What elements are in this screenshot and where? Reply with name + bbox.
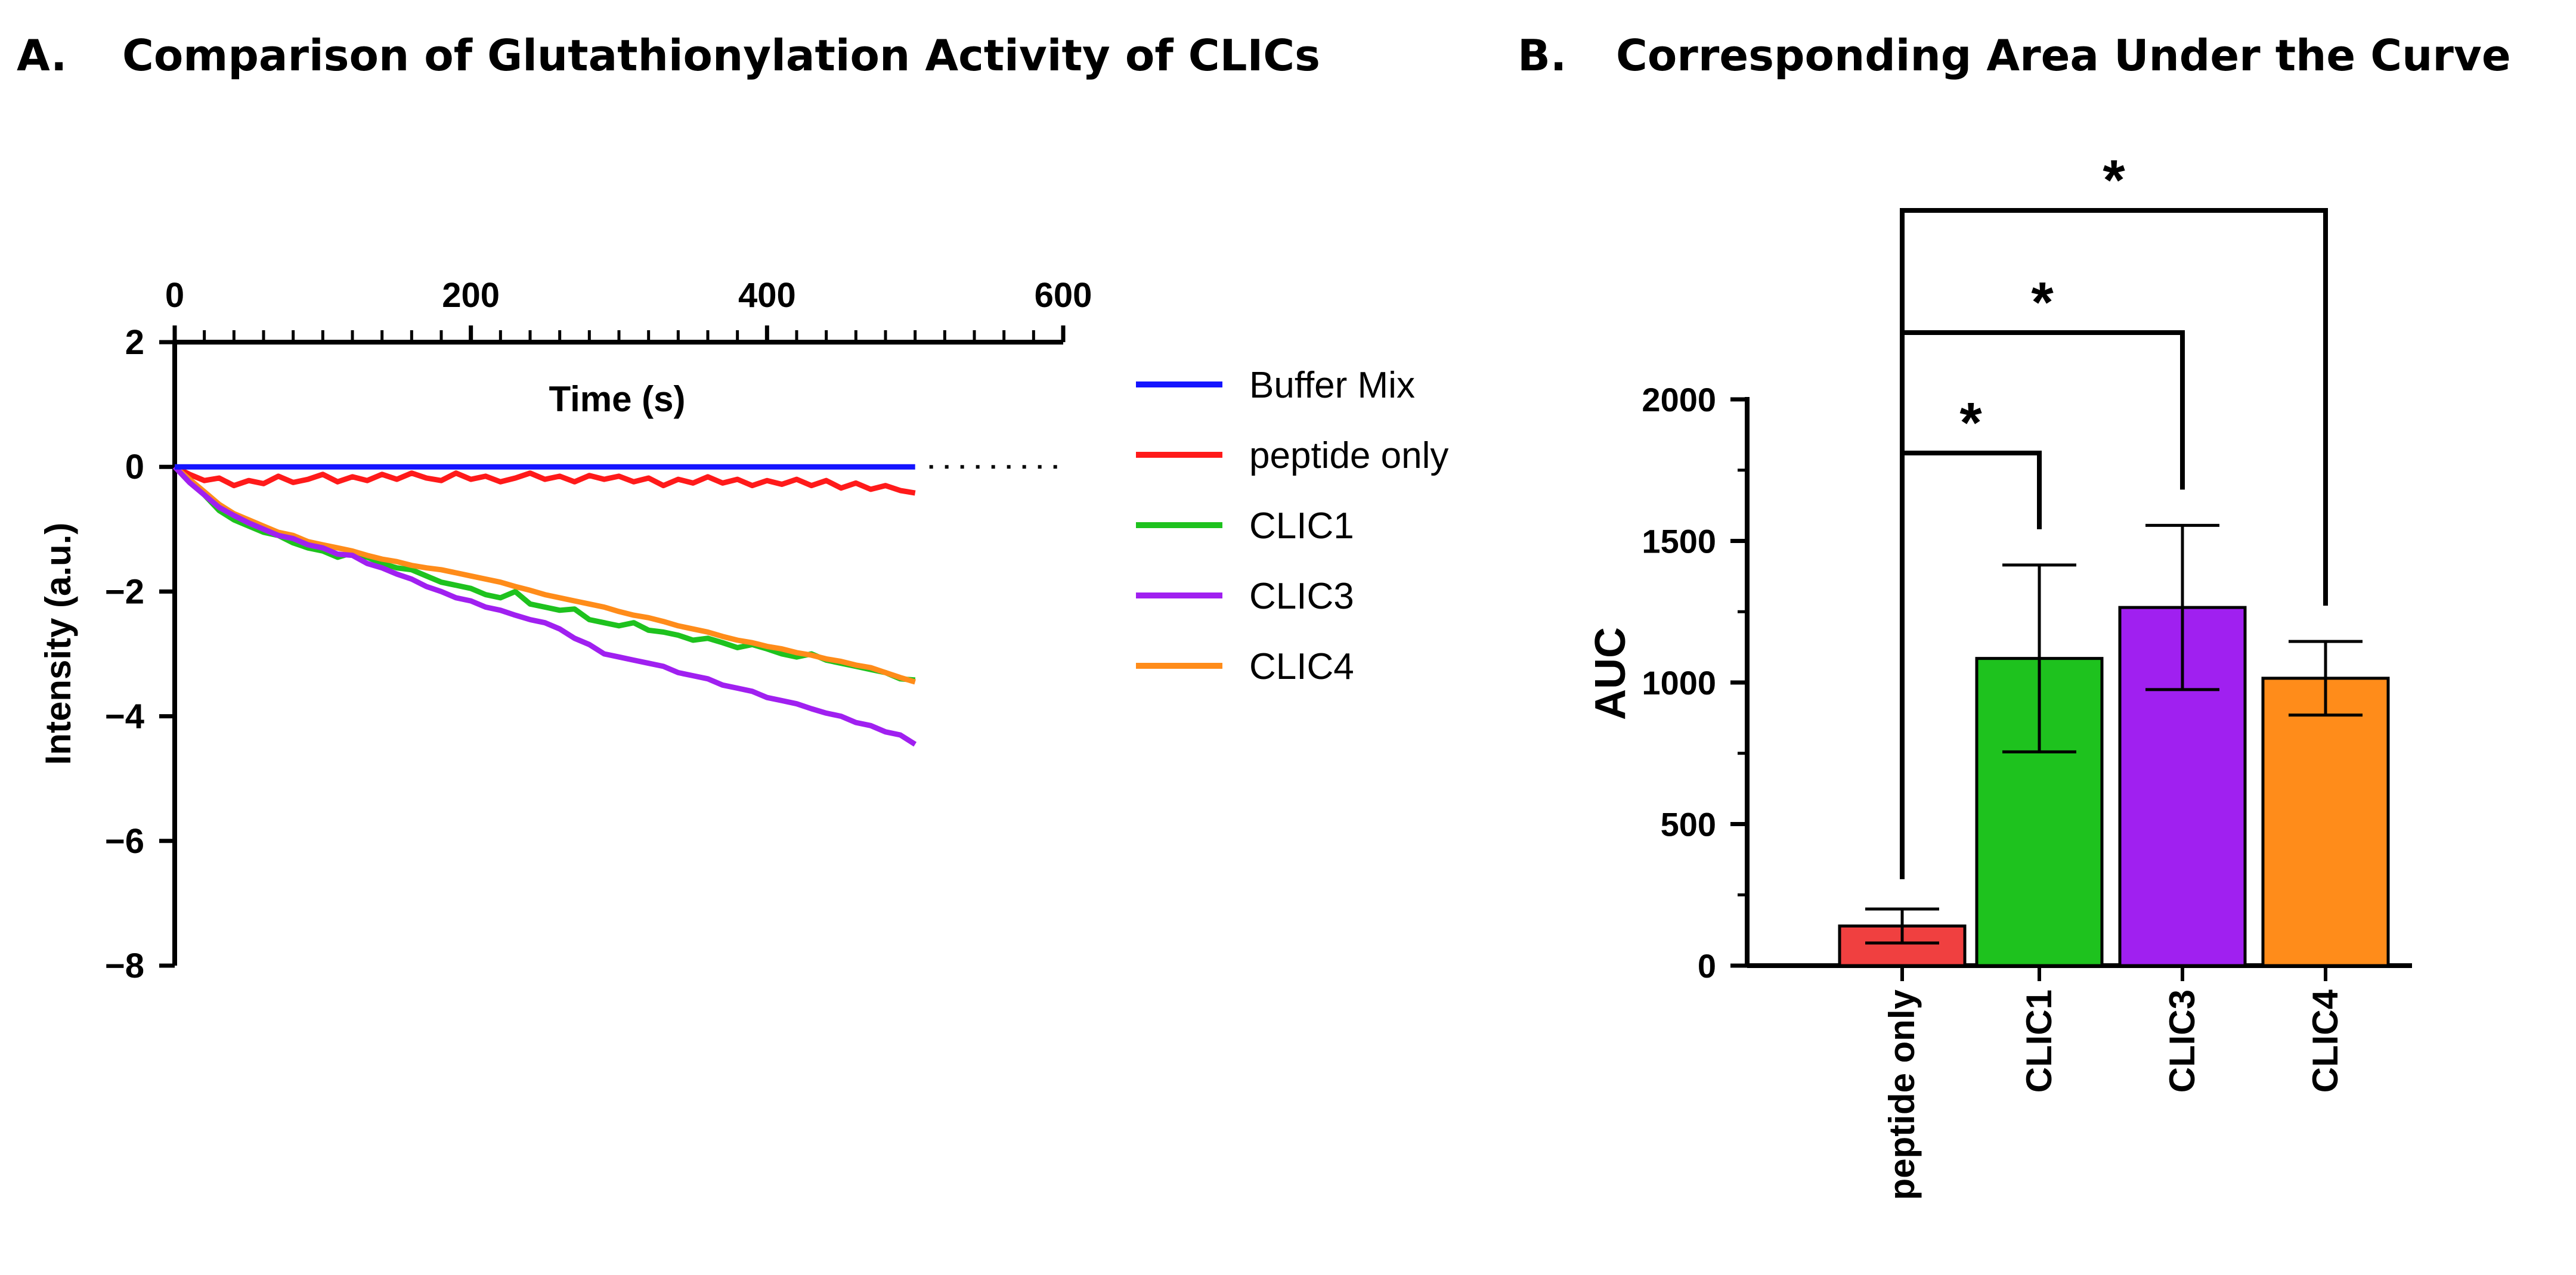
series-line-clic4 bbox=[173, 464, 916, 685]
series-line-peptide-only bbox=[173, 464, 916, 496]
y-tick-label: −4 bbox=[105, 697, 144, 736]
x-tick-label-clic3: CLIC3 bbox=[2162, 989, 2202, 1093]
bar-chart: AUC 0 500 1000 1500 2000 peptide only CLIC1 CLI… bbox=[1587, 148, 2412, 1200]
x-tick-label: 200 bbox=[442, 276, 500, 315]
y-tick-label: 2000 bbox=[1642, 381, 1716, 418]
x-tick-label-peptide-only: peptide only bbox=[1882, 989, 1922, 1200]
x-axis-title: Time (s) bbox=[549, 379, 686, 419]
panel-a-title: Comparison of Glutathionylation Activity… bbox=[122, 30, 1320, 80]
x-tick-label-clic1: CLIC1 bbox=[2019, 989, 2059, 1093]
legend-label-buffer-mix: Buffer Mix bbox=[1249, 365, 1415, 406]
significance-star-clic1: * bbox=[1959, 391, 1982, 455]
line-chart: Time (s) Intensity (a.u.) 0 200 400 60020−2… bbox=[38, 276, 1448, 985]
y-tick-label: 0 bbox=[125, 448, 144, 486]
panel-b-title: Corresponding Area Under the Curve bbox=[1616, 30, 2511, 80]
legend-label-peptide-only: peptide only bbox=[1249, 435, 1448, 476]
series-line-clic3 bbox=[172, 465, 917, 747]
legend-label-clic1: CLIC1 bbox=[1249, 505, 1354, 547]
significance-star-clic3: * bbox=[2031, 271, 2054, 334]
y-tick-label: −8 bbox=[105, 947, 144, 985]
x-tick-label: 0 bbox=[165, 276, 184, 315]
x-tick-label: 400 bbox=[738, 276, 796, 315]
legend-label-clic4: CLIC4 bbox=[1249, 646, 1354, 687]
y-tick-label: 2 bbox=[125, 323, 144, 362]
legend-label-clic3: CLIC3 bbox=[1249, 576, 1354, 617]
panel-b-letter: B. bbox=[1518, 30, 1566, 80]
x-tick-label: 600 bbox=[1035, 276, 1092, 315]
y-tick-label: 1000 bbox=[1642, 664, 1716, 702]
y-axis-title: Intensity (a.u.) bbox=[38, 523, 78, 765]
y-tick-label: 1500 bbox=[1642, 523, 1716, 560]
y-tick-label: −6 bbox=[105, 822, 144, 861]
y-tick-label: −2 bbox=[105, 572, 144, 611]
panel-a-letter: A. bbox=[17, 30, 67, 80]
y-axis-title: AUC bbox=[1587, 627, 1634, 720]
y-tick-label: 0 bbox=[1698, 947, 1716, 985]
significance-star-clic4: * bbox=[2103, 148, 2125, 212]
significance-bracket-clic4 bbox=[1900, 208, 2328, 879]
series-line-clic1 bbox=[173, 464, 916, 683]
bar-clic4 bbox=[2261, 677, 2390, 967]
y-tick-label: 500 bbox=[1661, 806, 1716, 843]
x-tick-label-clic4: CLIC4 bbox=[2305, 989, 2345, 1093]
